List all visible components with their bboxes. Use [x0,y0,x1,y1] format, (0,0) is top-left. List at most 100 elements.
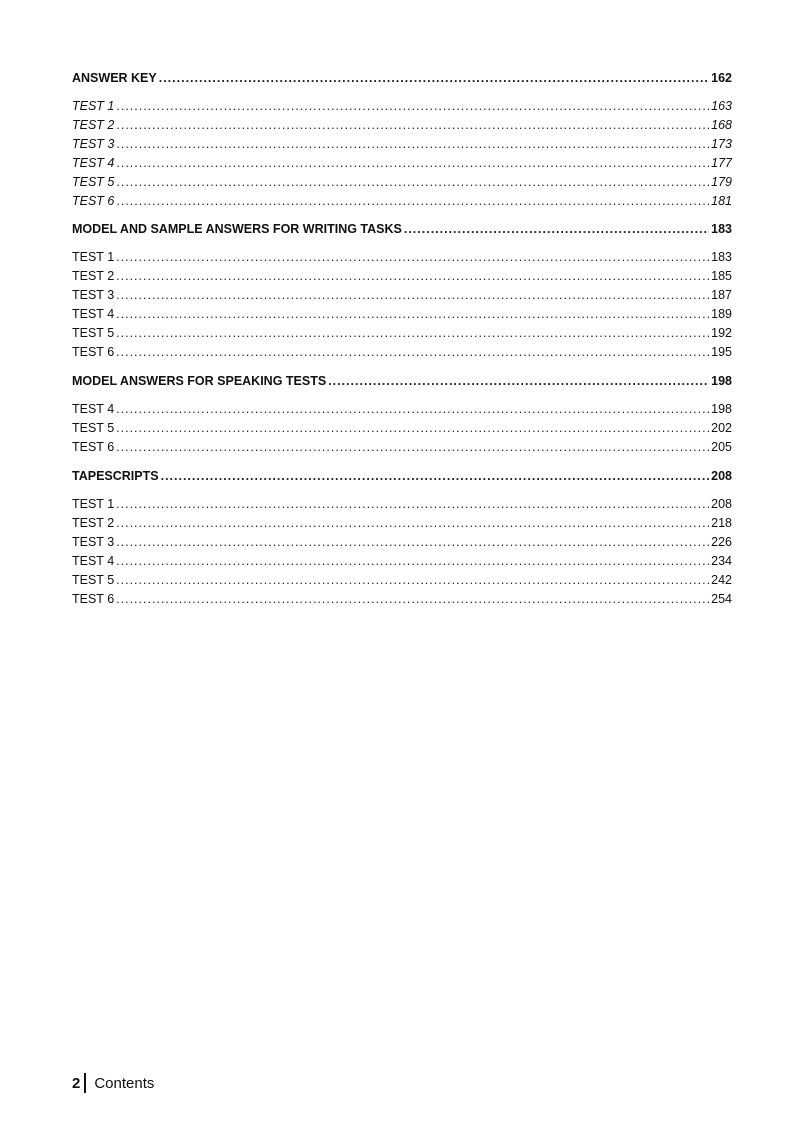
footer-divider [84,1073,87,1093]
dot-leader [116,192,709,211]
entry-label: TEST 5 [72,326,115,340]
dot-leader [116,97,709,116]
entry-page: 162 [711,71,732,85]
entry-label: TEST 4 [72,307,115,321]
entry-page: 179 [711,175,732,189]
entry-label: TEST 3 [72,137,115,151]
entry-label: ANSWER KEY [72,71,157,85]
toc-entry: TEST 4 177 [72,154,732,173]
toc-entry: TEST 1 163 [72,97,732,116]
entry-page: 226 [711,535,732,549]
dot-leader [116,154,709,173]
entry-page: 195 [711,345,732,359]
toc-entry: TEST 6 181 [72,192,732,211]
footer-title: Contents [94,1074,155,1092]
entry-page: 183 [711,222,732,236]
entry-page: 168 [711,118,732,132]
dot-leader [116,248,709,267]
entry-page: 198 [711,374,732,388]
toc-entry: TEST 6 205 [72,438,732,457]
dot-leader [116,552,709,571]
dot-leader [116,267,709,286]
entry-page: 205 [711,440,732,454]
entry-label: MODEL ANSWERS FOR SPEAKING TESTS [72,374,327,388]
entry-label: TEST 1 [72,250,115,264]
toc-entry: TEST 5 192 [72,324,732,343]
dot-leader [116,495,709,514]
dot-leader [116,590,709,609]
toc-entry: TEST 4 189 [72,305,732,324]
toc-entry: TEST 3 187 [72,286,732,305]
entry-page: 234 [711,554,732,568]
toc-entry: TEST 2 185 [72,267,732,286]
dot-leader [404,219,709,239]
entry-page: 183 [711,250,732,264]
dot-leader [161,466,710,486]
toc-entry: TEST 1 183 [72,248,732,267]
toc-entry: TEST 1 208 [72,495,732,514]
dot-leader [116,419,709,438]
toc-entry: TEST 5 202 [72,419,732,438]
entry-page: 208 [711,497,732,511]
dot-leader [116,135,709,154]
toc-entry: TEST 2 168 [72,116,732,135]
entry-label: TEST 2 [72,118,115,132]
entry-label: TEST 4 [72,156,115,170]
entry-label: TEST 6 [72,440,115,454]
dot-leader [116,173,709,192]
entry-label: TEST 4 [72,554,115,568]
dot-leader [116,305,709,324]
entry-page: 163 [711,99,732,113]
toc-entry: TEST 4 234 [72,552,732,571]
toc-entry: TEST 2 218 [72,514,732,533]
dot-leader [159,68,709,88]
entry-page: 187 [711,288,732,302]
page-footer: 2 Contents [72,1073,154,1093]
toc-entry: TEST 5 179 [72,173,732,192]
entry-label: TEST 6 [72,194,115,208]
dot-leader [328,371,709,391]
dot-leader [116,400,709,419]
dot-leader [116,286,709,305]
entry-label: TEST 1 [72,497,115,511]
entry-label: TEST 3 [72,288,115,302]
toc-entry: TEST 3 226 [72,533,732,552]
entry-label: TAPESCRIPTS [72,469,159,483]
entry-page: 202 [711,421,732,435]
toc-entry: TEST 4 198 [72,400,732,419]
toc-entry: TEST 5 242 [72,571,732,590]
entry-label: TEST 5 [72,573,115,587]
entry-label: TEST 2 [72,516,115,530]
toc-section: TAPESCRIPTS 208 TEST 1 208 TEST 2 218 TEST 3 22… [72,466,732,609]
toc-section: MODEL ANSWERS FOR SPEAKING TESTS198TEST … [72,371,732,457]
toc-entry: TEST 3 173 [72,135,732,154]
entry-page: 177 [711,156,732,170]
entry-page: 198 [711,402,732,416]
entry-page: 185 [711,269,732,283]
section-heading: MODEL AND SAMPLE ANSWERS FOR WRITING TAS… [72,219,732,239]
toc-entry: TEST 6 254 [72,590,732,609]
entry-label: TEST 5 [72,421,115,435]
toc-entry: TEST 6 195 [72,343,732,362]
toc-section: MODEL AND SAMPLE ANSWERS FOR WRITING TAS… [72,219,732,362]
section-heading: MODEL ANSWERS FOR SPEAKING TESTS 198 [72,371,732,391]
entry-label: TEST 3 [72,535,115,549]
section-heading: ANSWER KEY 162 [72,68,732,88]
entry-page: 218 [711,516,732,530]
entry-label: TEST 4 [72,402,115,416]
entry-label: TEST 2 [72,269,115,283]
entry-label: TEST 6 [72,592,115,606]
entry-label: TEST 1 [72,99,115,113]
entry-page: 242 [711,573,732,587]
entry-label: MODEL AND SAMPLE ANSWERS FOR WRITING TAS… [72,222,402,236]
entry-page: 208 [711,469,732,483]
toc-section: ANSWER KEY 162 TEST 1 163 TEST 2 168 TEST 3 173… [72,68,732,211]
dot-leader [116,116,709,135]
dot-leader [116,514,709,533]
dot-leader [116,343,709,362]
page-number: 2 [72,1074,81,1092]
entry-page: 192 [711,326,732,340]
dot-leader [116,533,709,552]
entry-page: 254 [711,592,732,606]
dot-leader [116,324,709,343]
